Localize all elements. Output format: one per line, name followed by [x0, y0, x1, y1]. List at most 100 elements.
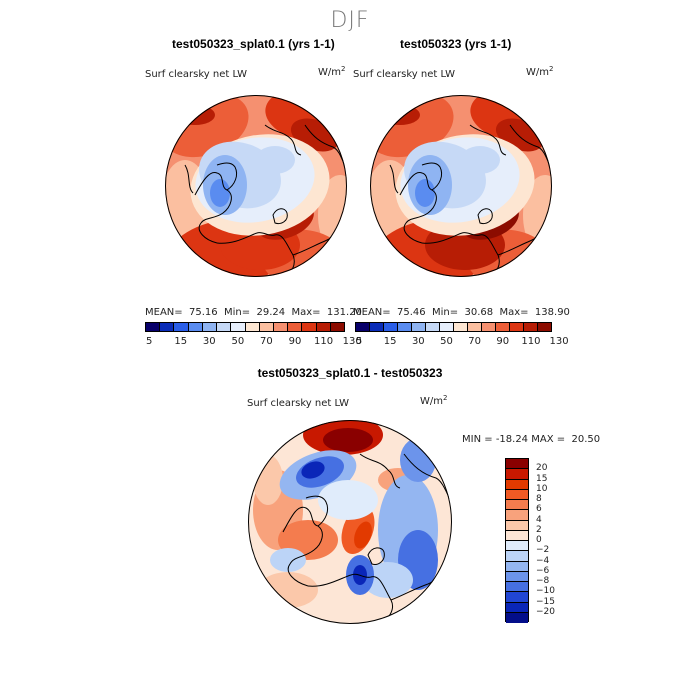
colorbar-swatch	[506, 479, 528, 490]
panel-3-max-label: MAX =	[531, 434, 566, 445]
coastline	[305, 495, 329, 527]
panel-2-max-label: Max=	[499, 307, 529, 318]
panel-2-units: W/m2	[526, 65, 554, 78]
colorbar-swatch	[506, 612, 528, 623]
colorbar-swatch	[506, 459, 528, 470]
colorbar-swatch	[454, 323, 468, 331]
colorbar-tick-label: 110	[521, 336, 541, 347]
colorbar-swatch	[160, 323, 175, 331]
contour-region	[318, 175, 347, 255]
contour-region	[175, 105, 215, 125]
panel-2-mean-label: MEAN=	[353, 307, 391, 318]
coastline	[194, 171, 232, 244]
colorbar-tick-label: 70	[468, 336, 481, 347]
colorbar-swatch	[506, 541, 528, 552]
colorbar-tick-label: 90	[288, 336, 302, 347]
contour-region	[415, 179, 435, 207]
colorbar-swatch	[506, 530, 528, 541]
colorbar-tick-label: −20	[536, 606, 555, 617]
colorbar-tick-label: 30	[202, 336, 216, 347]
colorbar-tick-label: 90	[496, 336, 510, 347]
colorbar-swatch	[384, 323, 398, 331]
colorbar-tick-label: 15	[174, 336, 188, 347]
coastline	[359, 453, 401, 489]
colorbar-swatch	[506, 571, 528, 582]
panel-1-max-label: Max=	[291, 307, 321, 318]
colorbar-swatch	[506, 520, 528, 531]
panel-3-stats: MIN = -18.24 MAX = 20.50	[462, 434, 600, 445]
colorbar-swatch	[496, 323, 510, 331]
colorbar-tick-label: 20	[536, 463, 548, 474]
panel-2-title: test050323 (yrs 1-1)	[400, 37, 512, 51]
panel-3-colorbar	[505, 458, 529, 623]
colorbar-swatch	[440, 323, 454, 331]
colorbar-swatch	[506, 551, 528, 562]
colorbar-swatch	[506, 602, 528, 613]
colorbar-swatch	[506, 469, 528, 480]
colorbar-swatch	[217, 323, 232, 331]
colorbar-tick-label: −2	[536, 545, 550, 556]
colorbar-tick-label: −15	[536, 596, 555, 607]
coastline	[307, 573, 394, 624]
coastline	[477, 208, 493, 224]
colorbar-swatch	[356, 323, 370, 331]
colorbar-swatch	[468, 323, 482, 331]
panel-1-mean: 75.16	[189, 307, 218, 318]
panel-1-units: W/m2	[318, 65, 346, 78]
colorbar-tick-label: 2	[536, 524, 542, 535]
colorbar-swatch	[482, 323, 496, 331]
colorbar-tick-label: 15	[383, 336, 397, 347]
colorbar-swatch	[316, 323, 331, 331]
panel-2-polar-map	[370, 95, 552, 277]
panel-1-min-label: Min=	[224, 307, 251, 318]
colorbar-swatch	[174, 323, 189, 331]
colorbar-swatch	[370, 323, 384, 331]
colorbar-tick-label: 130	[549, 336, 569, 347]
colorbar-tick-label: 15	[536, 473, 548, 484]
figure-season-title: DJF	[330, 8, 370, 33]
colorbar-swatch	[398, 323, 412, 331]
colorbar-swatch	[538, 323, 551, 331]
coastline	[469, 124, 507, 156]
panel-3-polar-map	[248, 420, 452, 624]
contour-region	[460, 146, 500, 174]
panel-1-mean-label: MEAN=	[145, 307, 183, 318]
colorbar-tick-label: 5	[145, 336, 153, 347]
panel-1-stats: MEAN= 75.16 Min= 29.24 Max= 131.20	[145, 307, 362, 318]
panel-2-min-label: Min=	[432, 307, 459, 318]
colorbar-swatch	[245, 323, 260, 331]
panel-3-units: W/m2	[420, 394, 448, 407]
contour-region	[318, 480, 378, 520]
panel-2-variable: Surf clearsky net LW	[353, 69, 456, 80]
colorbar-tick-label: 70	[260, 336, 273, 347]
colorbar-swatch	[506, 489, 528, 500]
colorbar-tick-label: 4	[536, 514, 542, 525]
colorbar-swatch	[330, 323, 345, 331]
colorbar-tick-label: 8	[536, 494, 542, 504]
contour-region	[363, 562, 413, 598]
contour-region	[523, 175, 552, 255]
colorbar-swatch	[259, 323, 274, 331]
colorbar-swatch	[506, 500, 528, 511]
colorbar-tick-label: 0	[536, 535, 542, 545]
panel-3-max: 20.50	[571, 434, 601, 445]
colorbar-swatch	[188, 323, 203, 331]
panel-2-max: 138.90	[534, 307, 570, 318]
colorbar-swatch	[506, 561, 528, 572]
panel-2-colorbar	[355, 322, 552, 332]
colorbar-swatch	[231, 323, 246, 331]
panel-3-min: -18.24	[495, 434, 529, 445]
colorbar-swatch	[506, 510, 528, 521]
coastline	[389, 164, 399, 194]
contour-region	[255, 146, 295, 174]
colorbar-tick-label: 5	[355, 336, 363, 347]
coastline	[272, 208, 288, 224]
colorbar-tick-label: 110	[314, 336, 334, 347]
panel-1-colorbar	[145, 322, 345, 332]
panel-2-min: 30.68	[464, 307, 494, 318]
coastline	[216, 232, 295, 277]
coastline	[282, 506, 323, 587]
colorbar-swatch	[202, 323, 218, 331]
panel-3-variable: Surf clearsky net LW	[247, 398, 350, 409]
colorbar-tick-label: −6	[536, 565, 550, 576]
